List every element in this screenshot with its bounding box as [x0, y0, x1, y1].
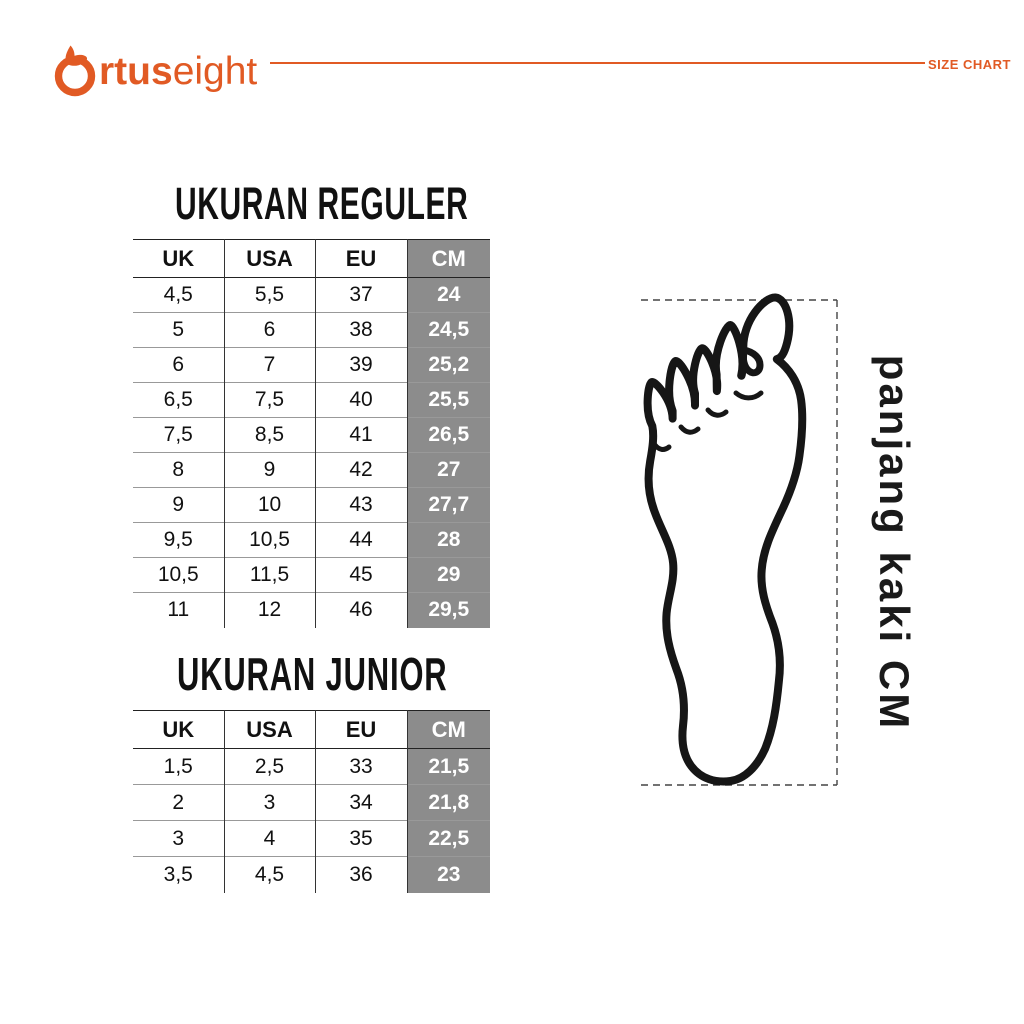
svg-text:rtuseight: rtuseight [99, 50, 257, 93]
svg-text:panjang kaki CM: panjang kaki CM [871, 355, 918, 731]
